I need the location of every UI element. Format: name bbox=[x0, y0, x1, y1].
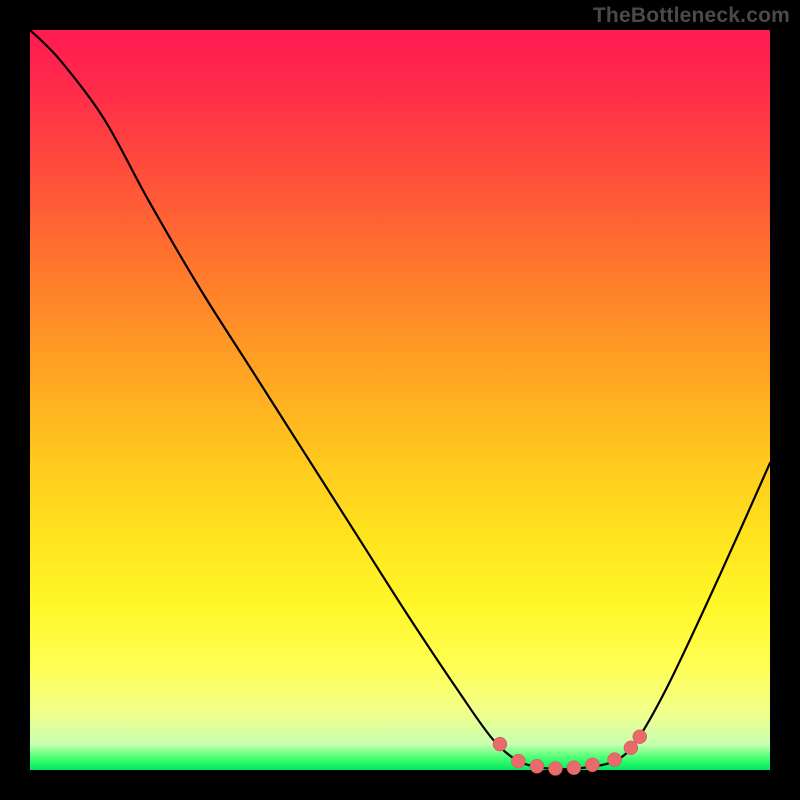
marker-point bbox=[493, 737, 507, 751]
marker-point bbox=[567, 761, 581, 775]
plot-background bbox=[30, 30, 770, 770]
marker-point bbox=[624, 741, 638, 755]
marker-point bbox=[585, 758, 599, 772]
marker-point bbox=[530, 759, 544, 773]
marker-point bbox=[511, 754, 525, 768]
chart-container: TheBottleneck.com bbox=[0, 0, 800, 800]
watermark-text: TheBottleneck.com bbox=[593, 4, 790, 28]
marker-point bbox=[633, 730, 647, 744]
bottleneck-chart bbox=[0, 0, 800, 800]
marker-point bbox=[608, 753, 622, 767]
marker-point bbox=[548, 762, 562, 776]
